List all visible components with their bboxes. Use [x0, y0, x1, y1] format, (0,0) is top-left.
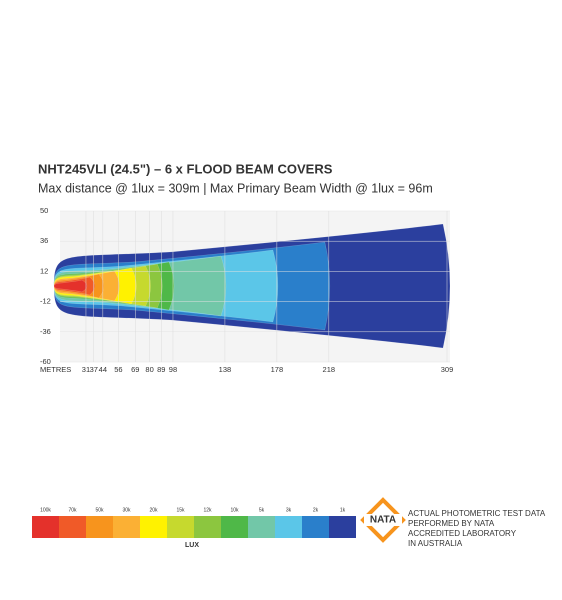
legend-swatch [86, 516, 113, 538]
legend-swatch [194, 516, 221, 538]
y-tick-label: -36 [40, 327, 51, 336]
x-axis-label: METRES [40, 365, 71, 374]
subtitle: Max distance @ 1lux = 309m | Max Primary… [38, 181, 433, 195]
x-tick-label: 309 [441, 365, 454, 374]
legend-swatch [113, 516, 140, 538]
x-tick-label: 138 [219, 365, 232, 374]
legend-swatch [167, 516, 194, 538]
legend-swatch [221, 516, 248, 538]
legend-label: 70k [68, 507, 77, 513]
legend-label: 10k [230, 507, 239, 513]
legend-label: 5k [259, 507, 265, 513]
badge-text: ACTUAL PHOTOMETRIC TEST DATA [408, 509, 546, 518]
legend-swatch [140, 516, 167, 538]
nata-logo: NATA [360, 497, 406, 543]
y-tick-label: 12 [40, 266, 48, 275]
legend-swatch [302, 516, 329, 538]
x-tick-label: 89 [157, 365, 165, 374]
legend-label: 3k [286, 507, 292, 513]
legend-title: LUX [185, 542, 199, 549]
legend-label: 15k [176, 507, 185, 513]
badge-text: ACCREDITED LABORATORY [408, 529, 517, 538]
beam-contours [53, 223, 451, 349]
legend-swatch [32, 516, 59, 538]
x-tick-label: 69 [131, 365, 139, 374]
y-tick-label: 36 [40, 236, 48, 245]
x-tick-label: 178 [271, 365, 284, 374]
legend-label: 50k [95, 507, 104, 513]
legend-swatch [275, 516, 302, 538]
x-tick-label: 218 [323, 365, 336, 374]
y-tick-label: 50 [40, 206, 48, 215]
y-tick-label: -60 [40, 357, 51, 366]
legend-label: 1k [340, 507, 346, 513]
legend-swatch [59, 516, 86, 538]
x-tick-label: 98 [169, 365, 177, 374]
badge-text: PERFORMED BY NATA [408, 519, 495, 528]
legend-label: 20k [149, 507, 158, 513]
nata-text: NATA [370, 515, 396, 526]
legend-label: 2k [313, 507, 319, 513]
legend-label: 100k [40, 507, 51, 513]
y-tick-label: -12 [40, 297, 51, 306]
contour [53, 279, 88, 293]
x-tick-label: 31 [82, 365, 90, 374]
legend-label: 30k [122, 507, 131, 513]
title: NHT245VLI (24.5") – 6 x FLOOD BEAM COVER… [38, 161, 333, 176]
x-tick-label: 44 [99, 365, 107, 374]
legend-label: 12k [203, 507, 212, 513]
x-tick-label: 37 [90, 365, 98, 374]
x-tick-label: 56 [114, 365, 122, 374]
x-tick-label: 80 [145, 365, 153, 374]
badge-text: IN AUSTRALIA [408, 539, 463, 548]
legend-swatch [329, 516, 356, 538]
legend-swatch [248, 516, 275, 538]
